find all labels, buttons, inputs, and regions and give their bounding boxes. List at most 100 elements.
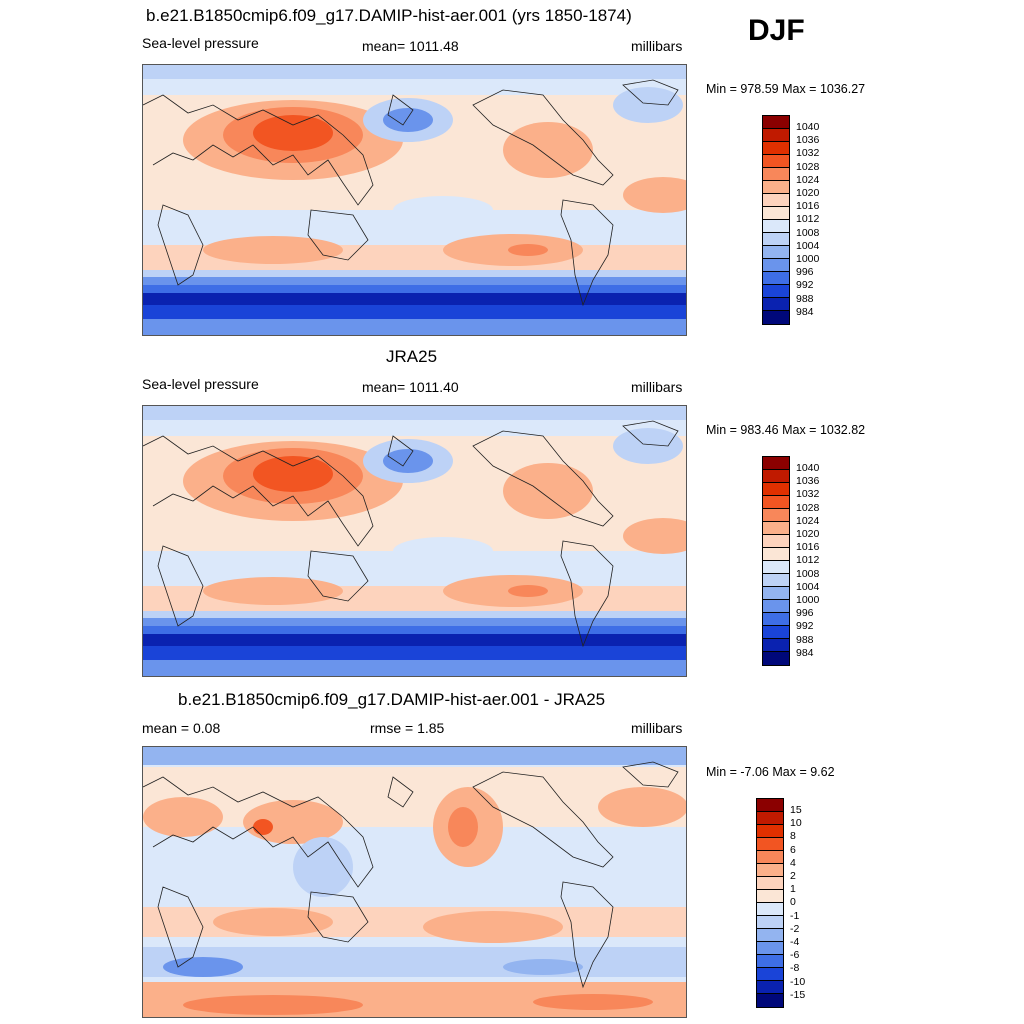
colorbar-label: 1036 xyxy=(796,475,820,488)
colorbar-swatch xyxy=(763,155,789,168)
colorbar-label: 992 xyxy=(796,620,814,633)
colorbar-label: 1008 xyxy=(796,567,820,580)
colorbar-swatch xyxy=(757,812,783,825)
colorbar-swatch xyxy=(763,522,789,535)
colorbar-swatch xyxy=(763,496,789,509)
panel3-mean: mean = 0.08 xyxy=(142,720,221,736)
colorbar-swatch xyxy=(757,968,783,981)
colorbar-swatch xyxy=(757,825,783,838)
colorbar-swatch xyxy=(757,942,783,955)
colorbar-label: 0 xyxy=(790,896,796,909)
colorbar-label: -4 xyxy=(790,936,800,948)
colorbar-label: 1032 xyxy=(796,488,820,501)
panel2-minmax: Min = 983.46 Max = 1032.82 xyxy=(706,423,866,437)
colorbar-swatch xyxy=(763,220,789,233)
panel3-minmax: Min = -7.06 Max = 9.62 xyxy=(706,765,835,779)
season-label: DJF xyxy=(748,14,805,47)
colorbar-swatch xyxy=(763,168,789,181)
panel2-title: JRA25 xyxy=(386,347,438,366)
colorbar-label: 984 xyxy=(796,646,814,659)
colorbar-label: 1012 xyxy=(796,213,820,226)
colorbar-swatch xyxy=(763,233,789,246)
colorbar-label: 1028 xyxy=(796,501,820,514)
colorbar-label: 1028 xyxy=(796,160,820,173)
colorbar-label: -15 xyxy=(790,988,806,1001)
colorbar-swatch xyxy=(763,639,789,652)
colorbar-swatch xyxy=(763,483,789,496)
colorbar-swatch xyxy=(763,194,789,207)
colorbar-label: 1016 xyxy=(796,200,820,213)
colorbar-label: 1016 xyxy=(796,541,820,554)
colorbar-swatch xyxy=(757,864,783,877)
colorbar-swatch xyxy=(763,535,789,548)
colorbar-label: 2 xyxy=(790,870,796,882)
colorbar-swatch xyxy=(763,626,789,639)
colorbar-label: 1020 xyxy=(796,528,820,540)
colorbar-label: 1004 xyxy=(796,239,820,252)
colorbar-swatch xyxy=(763,246,789,259)
colorbar-swatch xyxy=(763,142,789,155)
panel1-colorbar xyxy=(762,115,790,325)
colorbar-swatch xyxy=(757,890,783,903)
panel2-left-label: Sea-level pressure xyxy=(142,376,259,392)
colorbar-swatch xyxy=(763,652,789,665)
colorbar-swatch xyxy=(763,587,789,600)
colorbar-label: 1036 xyxy=(796,134,820,147)
colorbar-swatch xyxy=(763,470,789,483)
panel3-map-svg xyxy=(143,747,686,1017)
colorbar-swatch xyxy=(763,129,789,142)
colorbar-swatch xyxy=(763,574,789,587)
colorbar-label: 1000 xyxy=(796,253,820,265)
colorbar-swatch xyxy=(763,285,789,298)
panel2-mean: mean= 1011.40 xyxy=(362,379,459,395)
panel1-mean: mean= 1011.48 xyxy=(362,38,459,54)
colorbar-label: 15 xyxy=(790,804,802,816)
colorbar-label: -6 xyxy=(790,949,800,962)
panel3-rmse: rmse = 1.85 xyxy=(370,720,445,736)
colorbar-label: 8 xyxy=(790,830,796,843)
colorbar-swatch xyxy=(757,877,783,890)
colorbar-label: 1000 xyxy=(796,594,820,606)
colorbar-label: -1 xyxy=(790,909,800,922)
colorbar-label: 1024 xyxy=(796,173,820,186)
colorbar-swatch xyxy=(757,929,783,942)
colorbar-swatch xyxy=(763,613,789,626)
panel1-left-label: Sea-level pressure xyxy=(142,35,259,51)
colorbar-label: 1012 xyxy=(796,554,820,567)
colorbar-swatch xyxy=(763,207,789,220)
panel1-map xyxy=(142,64,687,336)
colorbar-label: 1040 xyxy=(796,462,820,474)
panel2-map-svg xyxy=(143,406,686,676)
colorbar-swatch xyxy=(763,509,789,522)
colorbar-swatch xyxy=(763,181,789,194)
colorbar-swatch xyxy=(763,600,789,613)
colorbar-label: 1008 xyxy=(796,226,820,239)
colorbar-swatch xyxy=(757,799,783,812)
colorbar-swatch xyxy=(757,916,783,929)
colorbar-swatch xyxy=(763,561,789,574)
colorbar-label: 988 xyxy=(796,292,814,305)
colorbar-swatch xyxy=(763,272,789,285)
colorbar-label: -2 xyxy=(790,922,800,935)
panel3-colorbar xyxy=(756,798,784,1008)
colorbar-label: 996 xyxy=(796,266,814,279)
colorbar-label: 992 xyxy=(796,279,814,292)
colorbar-swatch xyxy=(763,311,789,324)
panel2-colorbar xyxy=(762,456,790,666)
colorbar-label: 4 xyxy=(790,856,796,869)
panel3-map xyxy=(142,746,687,1018)
colorbar-label: 1032 xyxy=(796,147,820,160)
panel1-map-svg xyxy=(143,65,686,335)
panel1-minmax: Min = 978.59 Max = 1036.27 xyxy=(706,82,866,96)
panel3-units: millibars xyxy=(631,720,683,736)
colorbar-swatch xyxy=(763,548,789,561)
colorbar-swatch xyxy=(757,955,783,968)
colorbar-swatch xyxy=(757,994,783,1007)
colorbar-label: 1024 xyxy=(796,514,820,527)
colorbar-label: 988 xyxy=(796,633,814,646)
panel2-map xyxy=(142,405,687,677)
colorbar-swatch xyxy=(763,259,789,272)
colorbar-label: -8 xyxy=(790,962,800,975)
colorbar-label: 1020 xyxy=(796,187,820,199)
colorbar-swatch xyxy=(757,838,783,851)
